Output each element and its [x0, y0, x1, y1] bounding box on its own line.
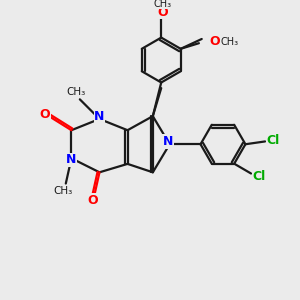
Text: O: O: [157, 6, 168, 19]
Text: O: O: [39, 108, 50, 121]
Text: N: N: [66, 153, 76, 166]
Text: N: N: [163, 135, 173, 148]
Text: O: O: [87, 194, 98, 207]
Text: Cl: Cl: [267, 134, 280, 146]
Text: CH₃: CH₃: [154, 0, 172, 9]
Text: N: N: [94, 110, 105, 123]
Text: O: O: [209, 35, 220, 48]
Text: CH₃: CH₃: [221, 37, 239, 47]
Text: CH₃: CH₃: [66, 87, 85, 97]
Text: CH₃: CH₃: [53, 186, 73, 196]
Text: Cl: Cl: [253, 170, 266, 183]
